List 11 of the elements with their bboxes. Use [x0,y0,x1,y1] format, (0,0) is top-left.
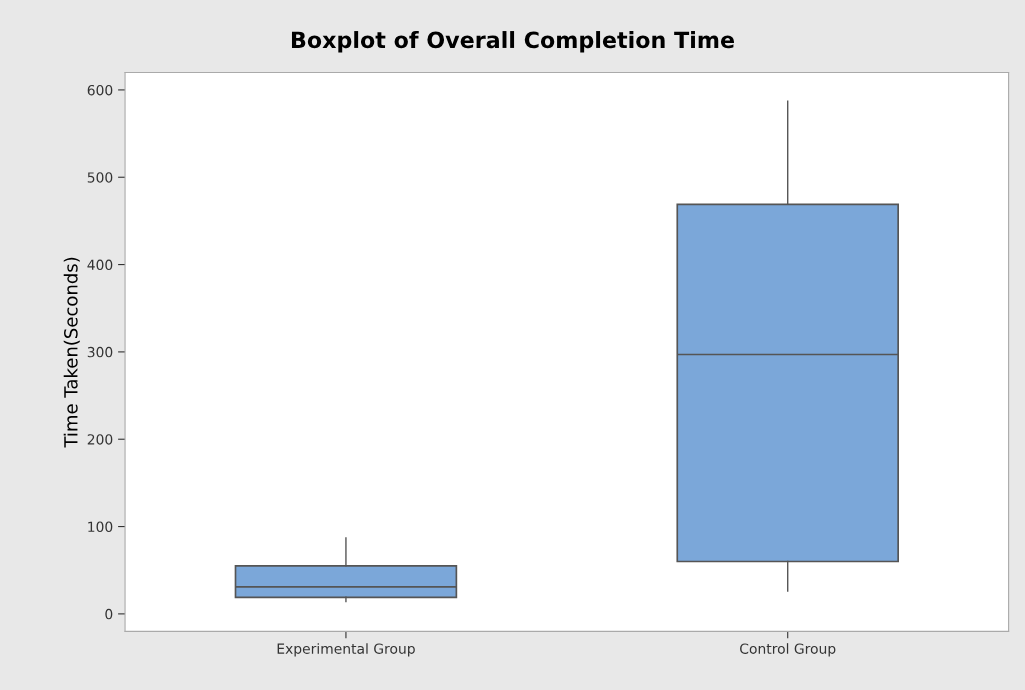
x-tick-label: Control Group [740,643,836,657]
x-tick-label: Experimental Group [277,643,415,657]
y-tick-label: 600 [87,84,113,96]
y-tick-label: 500 [87,172,113,183]
y-tick-label: 200 [87,434,113,445]
y-tick-label: 100 [88,521,113,533]
y-tick-label: 400 [87,259,113,271]
chart-title: Boxplot of Overall Completion Time [291,31,734,53]
y-tick-label: 0 [105,608,113,620]
y-axis-title: Time Taken(Seconds) [63,257,80,448]
y-tick-label: 300 [87,346,113,358]
